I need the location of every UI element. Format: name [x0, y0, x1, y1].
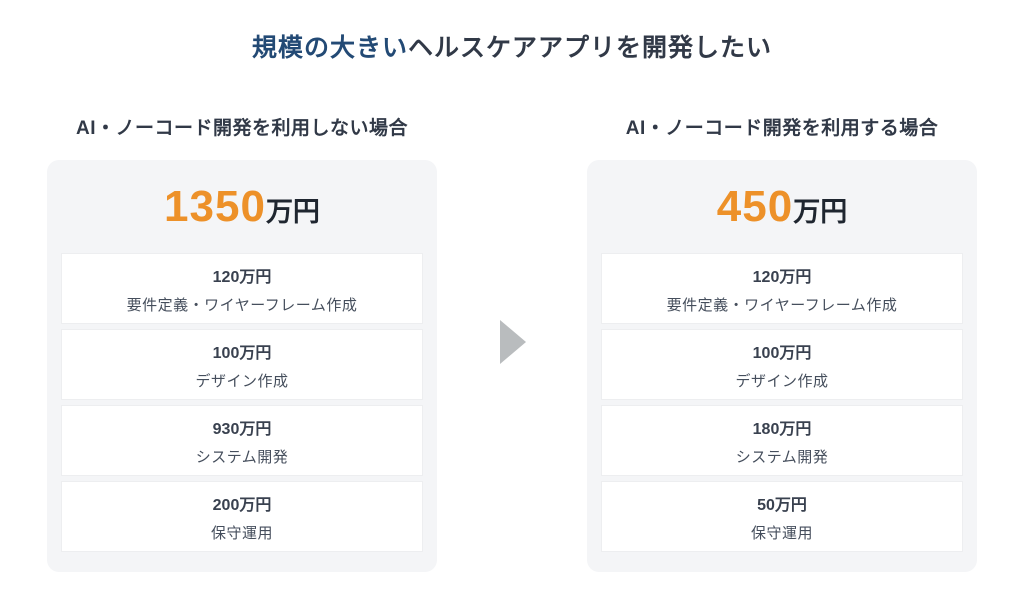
- breakdown-row-design: 100万円 デザイン作成: [601, 329, 963, 400]
- row-label: 保守運用: [210, 524, 273, 542]
- page-title-rest: ヘルスケアアプリを開発したい: [408, 34, 773, 62]
- breakdown-row-design: 100万円 デザイン作成: [61, 329, 423, 400]
- total-amount: 450: [716, 182, 794, 231]
- row-price: 120万円: [752, 268, 812, 286]
- row-price: 50万円: [757, 496, 807, 514]
- row-label: 保守運用: [750, 524, 813, 542]
- row-price: 100万円: [212, 344, 272, 362]
- row-price: 200万円: [212, 496, 272, 514]
- breakdown-row-requirements: 120万円 要件定義・ワイヤーフレーム作成: [61, 253, 423, 324]
- row-price: 120万円: [212, 268, 272, 286]
- breakdown-row-development: 930万円 システム開発: [61, 405, 423, 476]
- breakdown-row-requirements: 120万円 要件定義・ワイヤーフレーム作成: [601, 253, 963, 324]
- without-ai-panel: 1350 万円 120万円 要件定義・ワイヤーフレーム作成 100万円 デザイン作…: [47, 160, 437, 572]
- breakdown-row-maintenance: 50万円 保守運用: [601, 481, 963, 552]
- row-price: 100万円: [752, 344, 812, 362]
- without-ai-breakdown: 120万円 要件定義・ワイヤーフレーム作成 100万円 デザイン作成 930万円…: [47, 253, 437, 552]
- breakdown-row-maintenance: 200万円 保守運用: [61, 481, 423, 552]
- with-ai-panel: 450 万円 120万円 要件定義・ワイヤーフレーム作成 100万円 デザイン作成…: [587, 160, 977, 572]
- row-price: 930万円: [212, 420, 272, 438]
- without-ai-total: 1350 万円: [47, 182, 437, 240]
- page-title: 規模の大きいヘルスケアアプリを開発したい: [0, 28, 1024, 64]
- with-ai-total: 450 万円: [587, 182, 977, 240]
- row-label: 要件定義・ワイヤーフレーム作成: [126, 296, 358, 314]
- row-label: システム開発: [735, 448, 829, 466]
- without-ai-header: AI・ノーコード開発を利用しない場合: [75, 118, 408, 139]
- page-title-highlight: 規模の大きい: [251, 34, 408, 62]
- breakdown-row-development: 180万円 システム開発: [601, 405, 963, 476]
- row-label: 要件定義・ワイヤーフレーム作成: [666, 296, 898, 314]
- row-label: デザイン作成: [735, 372, 829, 390]
- arrow-right-icon: [500, 320, 526, 364]
- row-label: デザイン作成: [195, 372, 289, 390]
- total-unit: 万円: [265, 197, 320, 227]
- with-ai-breakdown: 120万円 要件定義・ワイヤーフレーム作成 100万円 デザイン作成 180万円…: [587, 253, 977, 552]
- with-ai-header: AI・ノーコード開発を利用する場合: [625, 118, 939, 139]
- row-label: システム開発: [195, 448, 289, 466]
- total-amount: 1350: [164, 182, 266, 231]
- total-unit: 万円: [793, 197, 848, 227]
- row-price: 180万円: [752, 420, 812, 438]
